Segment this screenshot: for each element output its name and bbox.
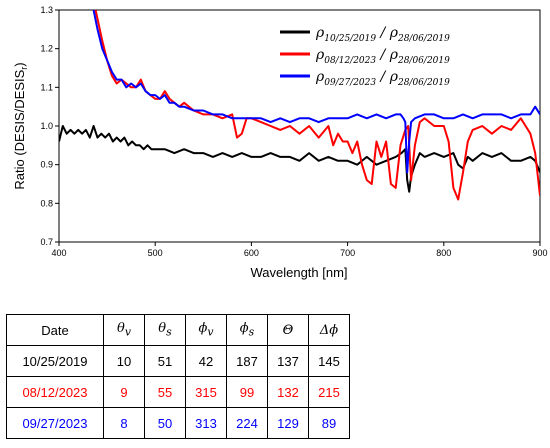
cell-theta-s: 50 xyxy=(144,407,186,439)
y-axis-label-main: Ratio (DESIS/DESIS xyxy=(12,69,27,189)
header-delta-phi: Δϕ xyxy=(308,314,350,346)
cell-theta-s: 51 xyxy=(144,345,186,377)
legend-label-sep: / ρ xyxy=(376,25,399,41)
cell-date: 10/25/2019 xyxy=(6,345,104,377)
legend-label-sub: 10/25/2019 xyxy=(324,34,376,44)
series-line-1 xyxy=(94,10,540,201)
cell-theta-v: 9 xyxy=(103,376,145,408)
legend-label-sub2: 28/06/2019 xyxy=(397,78,450,88)
cell-date: 09/27/2023 xyxy=(6,407,104,439)
legend-label-main: ρ xyxy=(315,47,325,63)
plot-area xyxy=(58,9,541,243)
cell-theta-s: 55 xyxy=(144,376,186,408)
y-tick-label: 1.1 xyxy=(40,82,53,92)
plot-frame-rect xyxy=(58,9,541,243)
y-tick-label: 0.7 xyxy=(40,237,53,247)
x-tick-label: 900 xyxy=(532,248,547,258)
y-tick-label: 0.9 xyxy=(40,160,53,170)
x-axis-label: Wavelength [nm] xyxy=(250,265,347,280)
legend-label-1: ρ08/12/2023 / ρ28/06/2019 xyxy=(315,47,450,66)
header-theta-s-main: θ xyxy=(158,321,167,337)
header-theta-s-sub: s xyxy=(166,325,172,339)
y-tick-label: 0.8 xyxy=(40,198,53,208)
legend-label-2: ρ09/27/2023 / ρ28/06/2019 xyxy=(315,69,450,88)
cell-phi-s: 187 xyxy=(226,345,268,377)
cell-phi-v: 315 xyxy=(185,376,227,408)
cell-phi-s: 99 xyxy=(226,376,268,408)
x-tick-label: 500 xyxy=(148,248,163,258)
y-tick-label: 1.3 xyxy=(40,5,53,15)
header-phi-s-main: ϕ xyxy=(239,321,249,337)
legend-label-sep: / ρ xyxy=(376,47,399,63)
cell-phi-v: 313 xyxy=(185,407,227,439)
angles-table: Date θv θs ϕv ϕs Θ Δϕ 10/25/2019 10 51 4… xyxy=(6,314,350,439)
header-theta-v-sub: v xyxy=(124,325,131,339)
legend-label-sub2: 28/06/2019 xyxy=(397,34,450,44)
cell-theta-v: 8 xyxy=(103,407,145,439)
table-row: 08/12/2023 9 55 315 99 132 215 xyxy=(6,376,350,408)
header-theta-v-main: θ xyxy=(117,321,125,337)
legend-label-main: ρ xyxy=(315,69,325,85)
x-axis-ticks: 400 500 600 700 800 900 xyxy=(51,242,548,258)
series-line-2 xyxy=(92,10,540,174)
legend-label-0: ρ10/25/2019 / ρ28/06/2019 xyxy=(315,25,450,44)
y-tick-label: 1.2 xyxy=(40,44,53,54)
cell-big-theta: 137 xyxy=(267,345,309,377)
cell-delta-phi: 89 xyxy=(308,407,350,439)
header-phi-s: ϕs xyxy=(226,314,268,346)
header-phi-s-sub: s xyxy=(248,325,255,339)
ratio-line-chart: 400 500 600 700 800 900 0.7 0.8 0.9 1.0 1.1 1.2 1.3… xyxy=(12,5,548,280)
cell-delta-phi: 215 xyxy=(308,376,350,408)
table-row: 10/25/2019 10 51 42 187 137 145 xyxy=(6,345,350,377)
cell-delta-phi: 145 xyxy=(308,345,350,377)
header-date: Date xyxy=(6,314,104,346)
cell-date: 08/12/2023 xyxy=(6,376,104,408)
header-phi-v-main: ϕ xyxy=(198,321,208,337)
header-phi-v-sub: v xyxy=(207,325,214,339)
y-axis-label-sub: r xyxy=(19,67,29,70)
legend-label-main: ρ xyxy=(315,25,325,41)
cell-big-theta: 132 xyxy=(267,376,309,408)
x-tick-label: 600 xyxy=(244,248,259,258)
header-theta-s: θs xyxy=(144,314,186,346)
series-line-0 xyxy=(59,125,540,193)
cell-theta-v: 10 xyxy=(103,345,145,377)
table-row: 09/27/2023 8 50 313 224 129 89 xyxy=(6,407,350,439)
cell-big-theta: 129 xyxy=(267,407,309,439)
cell-phi-v: 42 xyxy=(185,345,227,377)
x-tick-label: 700 xyxy=(340,248,355,258)
legend-label-sub2: 28/06/2019 xyxy=(397,56,450,66)
series-layer xyxy=(59,10,540,201)
y-axis-label-close: ) xyxy=(12,62,27,66)
y-axis-ticks: 0.7 0.8 0.9 1.0 1.1 1.2 1.3 xyxy=(40,5,59,247)
legend-label-sub: 09/27/2023 xyxy=(324,78,376,88)
legend-label-sep: / ρ xyxy=(376,69,399,85)
table-header-row: Date θv θs ϕv ϕs Θ Δϕ xyxy=(6,314,350,346)
cell-phi-s: 224 xyxy=(226,407,268,439)
header-phi-v: ϕv xyxy=(185,314,227,346)
legend-label-sub: 08/12/2023 xyxy=(324,56,376,66)
x-tick-label: 800 xyxy=(436,248,451,258)
x-tick-label: 400 xyxy=(51,248,66,258)
y-axis-label: Ratio (DESIS/DESISr) xyxy=(12,62,29,189)
header-big-theta: Θ xyxy=(267,314,309,346)
header-theta-v: θv xyxy=(103,314,145,346)
y-tick-label: 1.0 xyxy=(40,121,53,131)
